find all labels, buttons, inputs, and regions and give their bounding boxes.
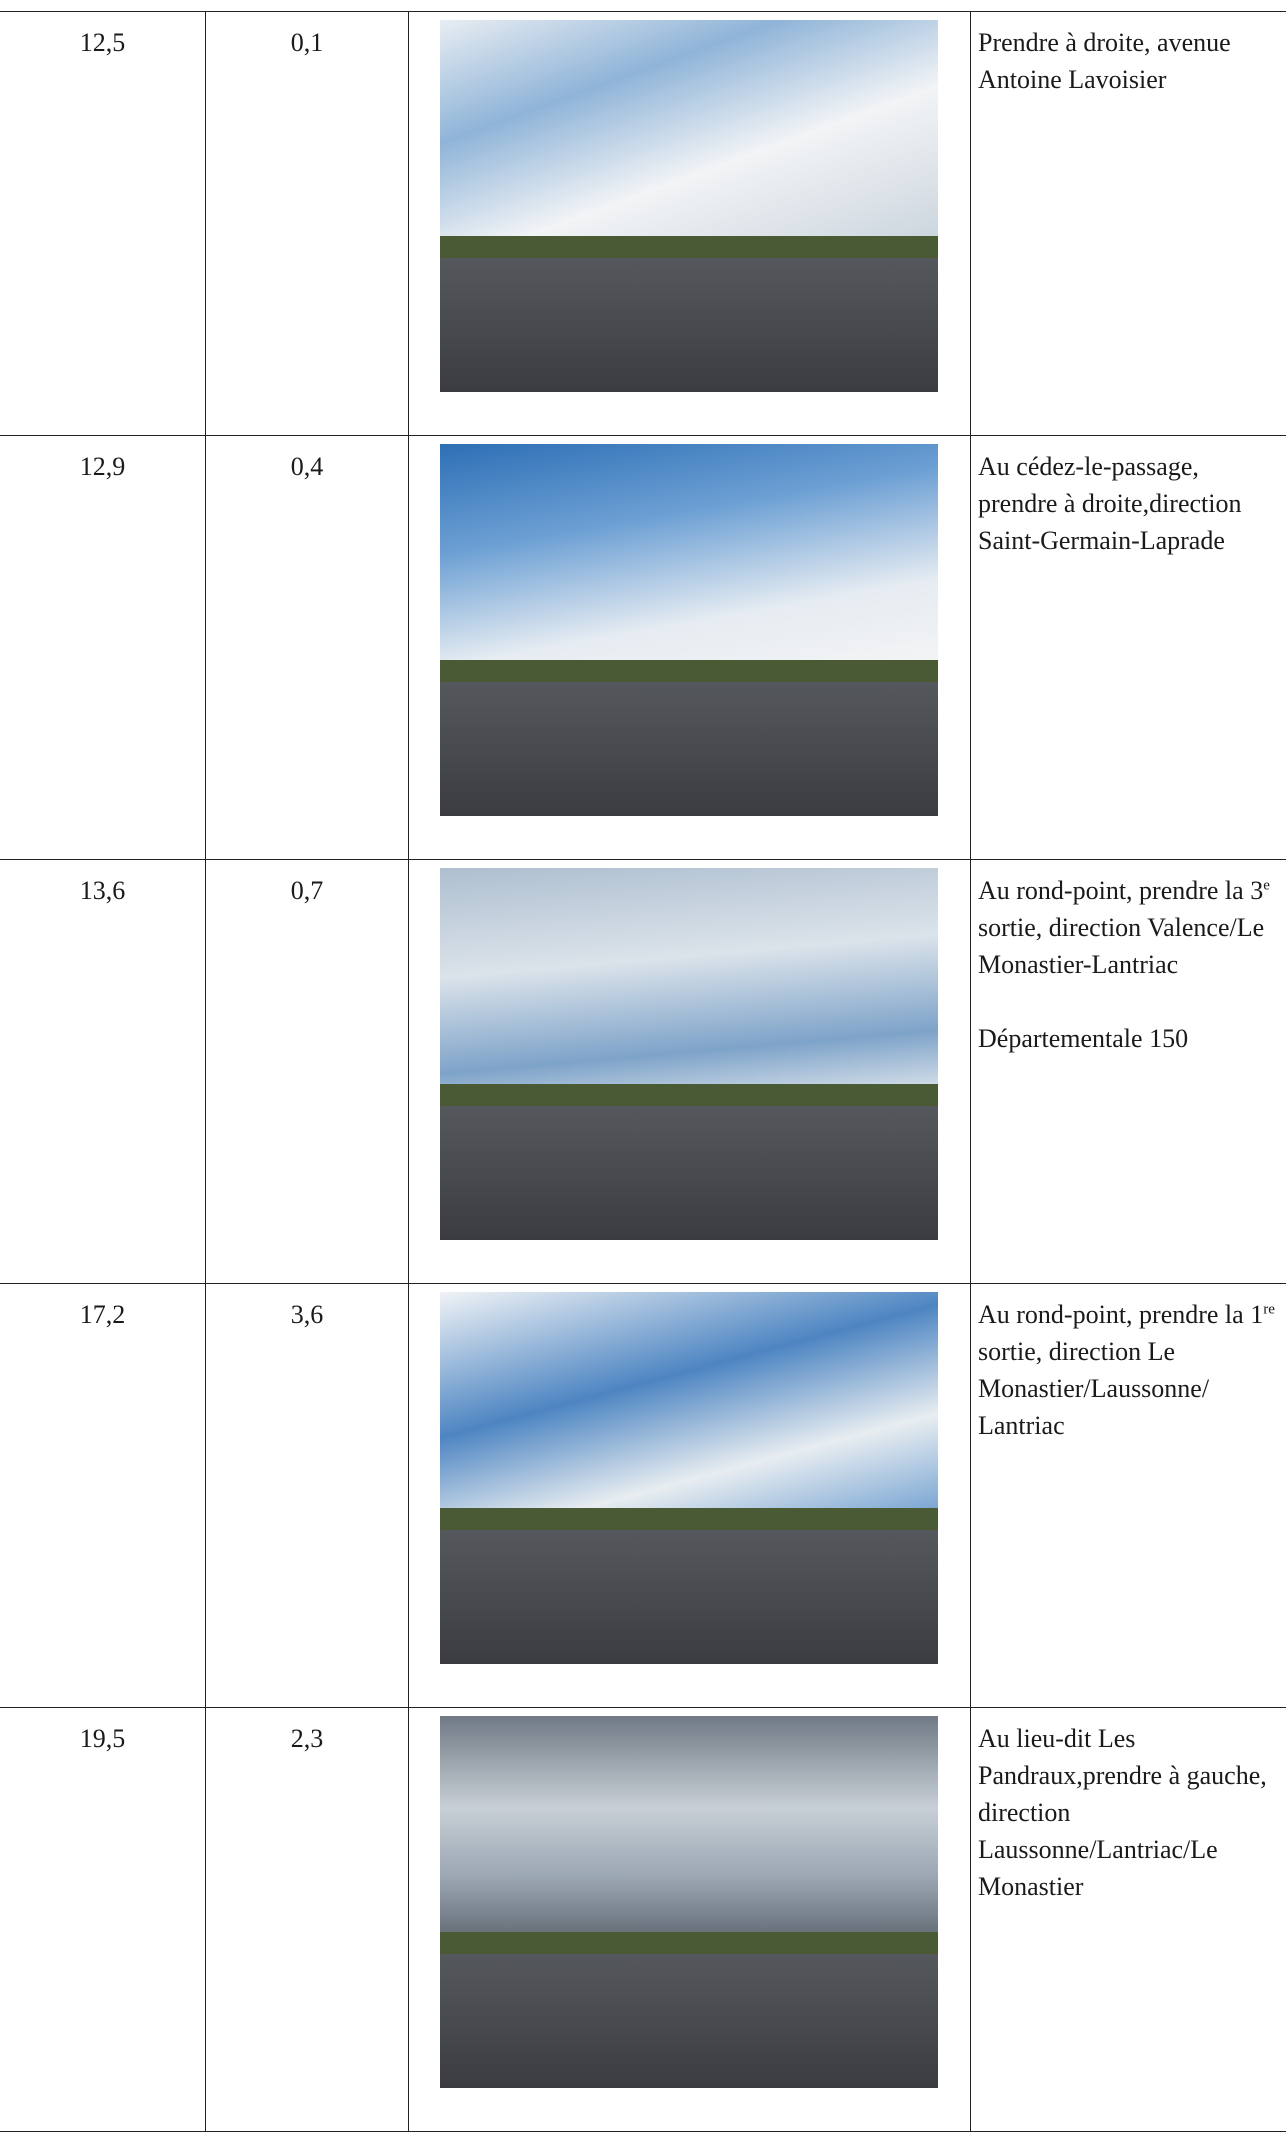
photo-cell (409, 1708, 971, 2131)
photo-road (440, 1106, 938, 1240)
distance-total: 13,6 (0, 860, 206, 1283)
instruction-text: sortie, direction Le Monastier/Laussonne… (978, 1337, 1210, 1440)
distance-partial: 2,3 (206, 1708, 409, 2131)
distance-total: 12,5 (0, 12, 206, 435)
ordinal-suffix: re (1263, 1301, 1275, 1318)
instruction-note: Départementale 150 (978, 1024, 1189, 1053)
instruction-cell: Prendre à droite, avenue Antoine Lavoisi… (971, 12, 1286, 435)
instruction: Au rond-point, prendre la 3e sortie, dir… (978, 872, 1280, 983)
instruction-text: Prendre à droite, avenue Antoine Lavoisi… (978, 28, 1231, 94)
road-photo (440, 868, 938, 1240)
instruction: Prendre à droite, avenue Antoine Lavoisi… (978, 24, 1280, 98)
instruction-cell: Au lieu-dit Les Pandraux,prendre à gauch… (971, 1708, 1286, 2131)
photo-sky (440, 868, 938, 1099)
distance-partial: 0,7 (206, 860, 409, 1283)
distance-total: 17,2 (0, 1284, 206, 1707)
distance-total: 12,9 (0, 436, 206, 859)
itinerary-table: 12,5 0,1 Prendre à droite, avenue Antoine … (0, 11, 1286, 2132)
distance-partial: 0,1 (206, 12, 409, 435)
photo-road (440, 682, 938, 816)
distance-total: 19,5 (0, 1708, 206, 2131)
distance-partial: 0,4 (206, 436, 409, 859)
table-row: 12,9 0,4 Au cédez-le-passage, prendre à dr… (0, 436, 1286, 860)
instruction-text: Au lieu-dit Les Pandraux,prendre à gauch… (978, 1724, 1267, 1901)
instruction-text: Au cédez-le-passage, prendre à droite,di… (978, 452, 1242, 555)
photo-cell (409, 436, 971, 859)
photo-road (440, 1954, 938, 2088)
photo-cell (409, 12, 971, 435)
instruction: Au lieu-dit Les Pandraux,prendre à gauch… (978, 1720, 1280, 1905)
instruction: Au rond-point, prendre la 1re sortie, di… (978, 1296, 1280, 1444)
road-photo (440, 1716, 938, 2088)
photo-cell (409, 1284, 971, 1707)
instruction-text: sortie, direction Valence/Le Monastier-L… (978, 913, 1265, 979)
photo-cell (409, 860, 971, 1283)
photo-road (440, 258, 938, 392)
road-photo (440, 20, 938, 392)
instruction-cell: Au cédez-le-passage, prendre à droite,di… (971, 436, 1286, 859)
road-photo (440, 1292, 938, 1664)
photo-road (440, 1530, 938, 1664)
road-photo (440, 444, 938, 816)
table-row: 12,5 0,1 Prendre à droite, avenue Antoine … (0, 12, 1286, 436)
table-row: 13,6 0,7 Au rond-point, prendre la 3e sort… (0, 860, 1286, 1284)
table-row: 19,5 2,3 Au lieu-dit Les Pandraux,prendre … (0, 1708, 1286, 2132)
table-row: 17,2 3,6 Au rond-point, prendre la 1re sor… (0, 1284, 1286, 1708)
photo-sky (440, 1716, 938, 1947)
photo-sky (440, 1292, 938, 1523)
instruction-cell: Au rond-point, prendre la 1re sortie, di… (971, 1284, 1286, 1707)
instruction: Au cédez-le-passage, prendre à droite,di… (978, 448, 1280, 559)
photo-sky (440, 20, 938, 251)
ordinal-suffix: e (1263, 877, 1270, 894)
distance-partial: 3,6 (206, 1284, 409, 1707)
instruction-text: Au rond-point, prendre la 1 (978, 1300, 1264, 1329)
photo-sky (440, 444, 938, 675)
instruction-cell: Au rond-point, prendre la 3e sortie, dir… (971, 860, 1286, 1283)
instruction-text: Au rond-point, prendre la 3 (978, 876, 1264, 905)
